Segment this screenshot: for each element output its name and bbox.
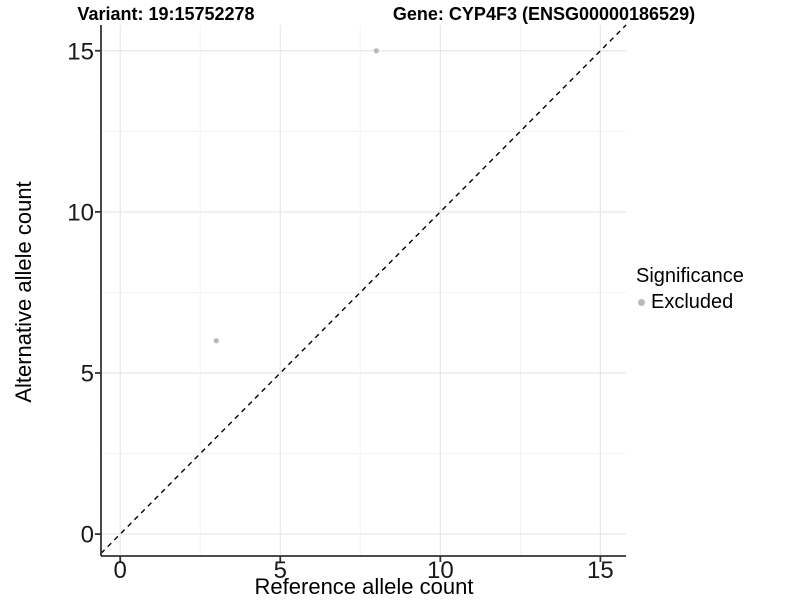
x-tick-label: 10 — [427, 557, 454, 584]
y-tick-label: 15 — [67, 38, 94, 65]
data-point — [213, 338, 219, 344]
legend-title: Significance — [636, 265, 744, 287]
legend-item-label: Excluded — [651, 290, 734, 313]
x-tick-label: 0 — [114, 557, 127, 584]
identity-dashed-line — [100, 24, 627, 554]
y-tick-label: 10 — [67, 199, 94, 226]
data-point — [373, 48, 379, 54]
variant-title: Variant: 19:15752278 — [77, 4, 255, 24]
excluded-point-icon — [638, 298, 645, 306]
x-axis-title: Reference allele count — [254, 574, 474, 599]
y-tick-label: 5 — [81, 360, 94, 387]
gene-title: Gene: CYP4F3 (ENSG00000186529) — [392, 4, 696, 24]
x-tick-label: 15 — [587, 557, 614, 584]
x-tick-label: 5 — [274, 557, 287, 584]
y-axis-title: Alternative allele count — [11, 181, 36, 403]
y-tick-label: 0 — [81, 522, 94, 549]
legend-item-excluded: Excluded — [636, 290, 744, 314]
legend: Significance Excluded — [636, 264, 744, 314]
